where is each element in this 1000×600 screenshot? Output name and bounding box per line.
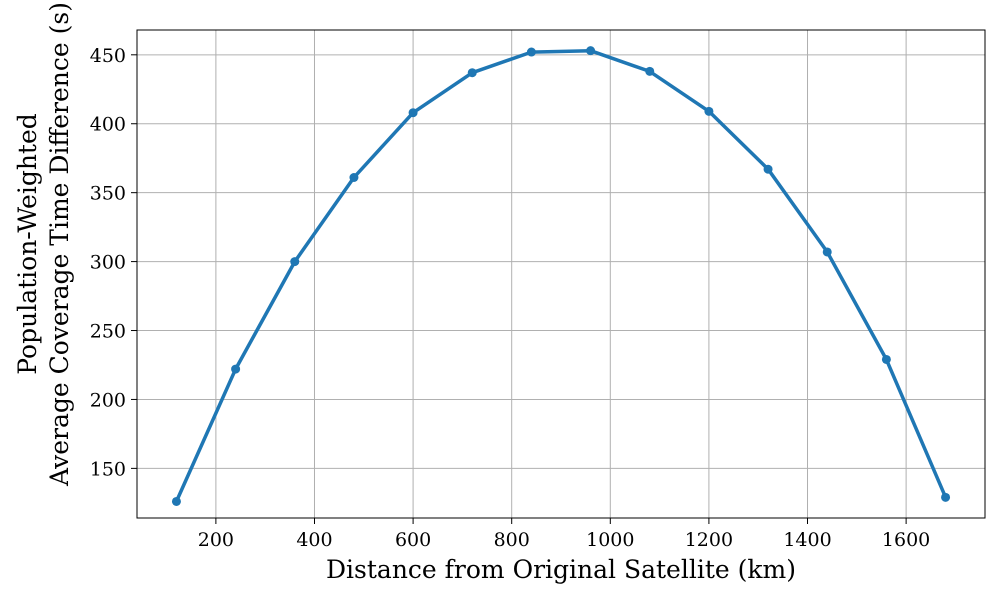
- grid-lines: [137, 30, 985, 518]
- data-point: [231, 364, 241, 374]
- data-point: [645, 66, 655, 76]
- series-line: [174, 48, 948, 504]
- x-tick-label: 800: [494, 529, 530, 551]
- y-tick-label: 450: [90, 45, 126, 67]
- x-axis-title: Distance from Original Satellite (km): [326, 555, 796, 584]
- x-tick-label: 1400: [783, 529, 831, 551]
- y-tick-label: 350: [90, 183, 126, 205]
- data-point: [763, 164, 773, 174]
- data-point: [881, 354, 891, 364]
- y-axis-title-line-1: Population-Weighted: [13, 113, 42, 375]
- x-tick-label: 600: [395, 529, 431, 551]
- series-layer: [171, 46, 951, 506]
- data-point: [349, 173, 359, 183]
- x-tick-label: 1200: [685, 529, 733, 551]
- data-point: [467, 68, 477, 78]
- data-point: [526, 47, 536, 57]
- x-tick-label: 200: [198, 529, 234, 551]
- data-point: [822, 247, 832, 257]
- data-point: [408, 108, 418, 118]
- y-tick-label: 250: [90, 321, 126, 343]
- data-point: [586, 46, 596, 56]
- x-tick-label: 400: [296, 529, 332, 551]
- tick-layer: 200 400 600 800 1000 1200 1400 1600 150 200 250 300…: [90, 45, 931, 551]
- data-point: [290, 257, 300, 267]
- plot-frame: [136, 29, 986, 519]
- x-tick-label: 1000: [586, 529, 634, 551]
- data-point: [941, 492, 951, 502]
- y-tick-label: 150: [90, 458, 126, 480]
- data-point: [171, 496, 181, 506]
- y-tick-label: 400: [90, 114, 126, 136]
- y-tick-label: 300: [90, 252, 126, 274]
- y-tick-label: 200: [90, 389, 126, 411]
- y-axis-title-line-2: Average Coverage Time Difference (s): [45, 2, 74, 487]
- x-tick-label: 1600: [882, 529, 930, 551]
- data-point: [704, 106, 714, 116]
